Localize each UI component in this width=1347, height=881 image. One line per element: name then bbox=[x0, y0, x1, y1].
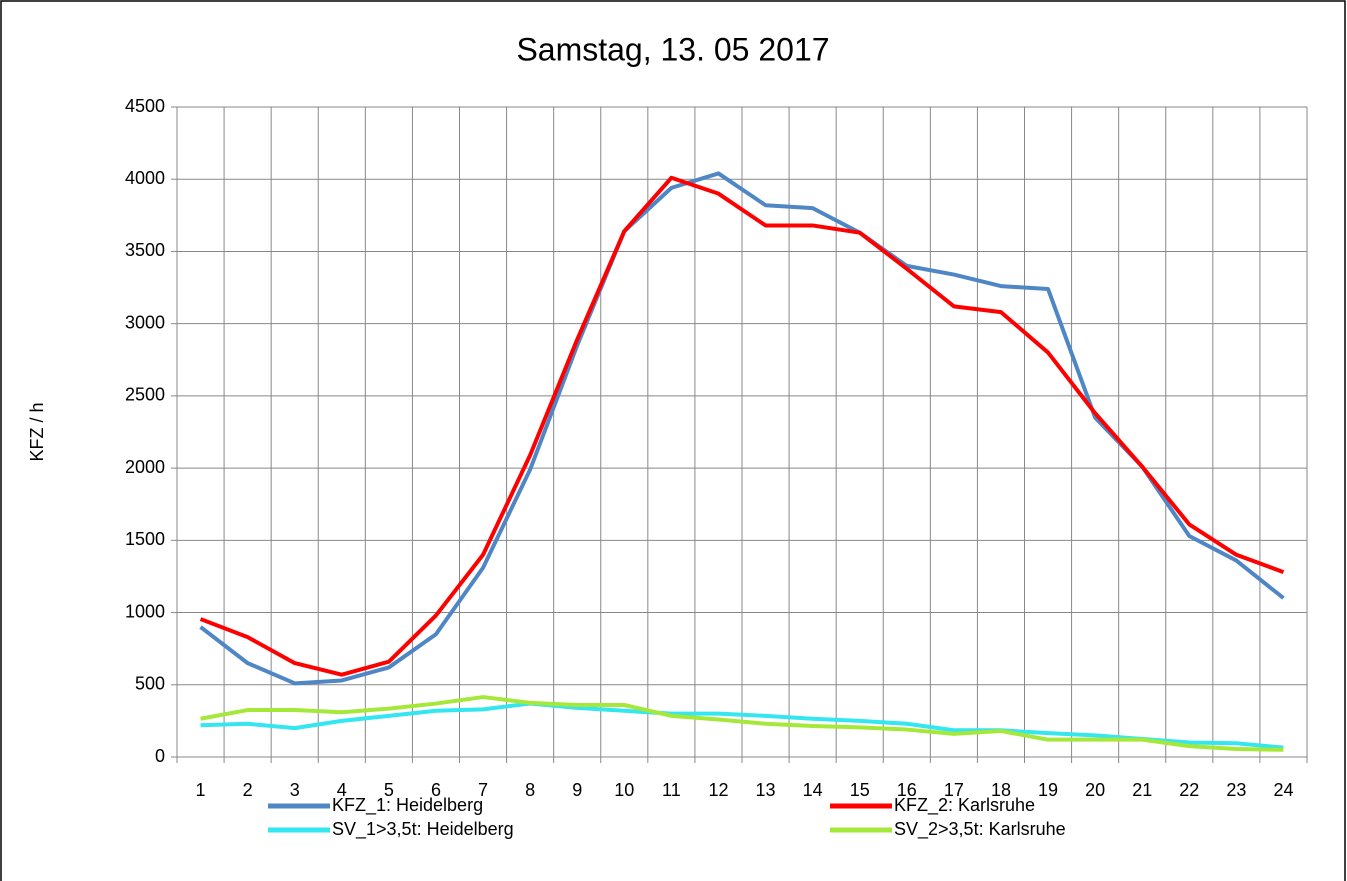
x-tick-label: 4 bbox=[337, 780, 347, 800]
y-tick-label: 1000 bbox=[125, 601, 165, 621]
x-tick-label: 2 bbox=[243, 780, 253, 800]
series-line bbox=[200, 701, 1284, 750]
series-line bbox=[199, 175, 1285, 677]
x-tick-label: 20 bbox=[1085, 780, 1105, 800]
x-tick-label: 12 bbox=[708, 780, 728, 800]
y-tick-label: 3000 bbox=[125, 312, 165, 332]
x-tick-label: 18 bbox=[991, 780, 1011, 800]
series-line bbox=[199, 171, 1285, 686]
x-tick-label: 10 bbox=[614, 780, 634, 800]
y-tick-label: 500 bbox=[135, 674, 165, 694]
y-tick-label: 1500 bbox=[125, 529, 165, 549]
legend-label: SV_1>3,5t: Heidelberg bbox=[332, 819, 514, 840]
x-tick-label: 5 bbox=[384, 780, 394, 800]
x-tick-label: 13 bbox=[756, 780, 776, 800]
x-tick-label: 22 bbox=[1179, 780, 1199, 800]
legend-label: SV_2>3,5t: Karlsruhe bbox=[894, 819, 1066, 840]
y-tick-label: 4500 bbox=[125, 96, 165, 116]
x-tick-label: 23 bbox=[1226, 780, 1246, 800]
x-tick-label: 1 bbox=[196, 780, 206, 800]
chart-title: Samstag, 13. 05 2017 bbox=[516, 31, 829, 67]
x-tick-label: 21 bbox=[1132, 780, 1152, 800]
x-tick-label: 11 bbox=[662, 780, 681, 800]
y-tick-label: 4000 bbox=[125, 168, 165, 188]
x-tick-label: 14 bbox=[803, 780, 823, 800]
legend-label: KFZ_2: Karlsruhe bbox=[894, 795, 1035, 816]
y-axis-label: KFZ / h bbox=[27, 402, 47, 461]
x-tick-label: 24 bbox=[1273, 780, 1293, 800]
x-tick-label: 17 bbox=[944, 780, 964, 800]
x-tick-label: 16 bbox=[897, 780, 917, 800]
series-line bbox=[200, 695, 1284, 752]
y-tick-label: 3500 bbox=[125, 240, 165, 260]
legend-label: KFZ_1: Heidelberg bbox=[332, 795, 483, 816]
x-tick-label: 19 bbox=[1038, 780, 1058, 800]
x-tick-label: 15 bbox=[850, 780, 870, 800]
x-tick-label: 3 bbox=[290, 780, 300, 800]
y-tick-label: 0 bbox=[155, 746, 165, 766]
x-tick-label: 9 bbox=[572, 780, 582, 800]
x-tick-label: 7 bbox=[478, 780, 488, 800]
y-tick-label: 2000 bbox=[125, 457, 165, 477]
x-tick-label: 8 bbox=[525, 780, 535, 800]
y-tick-label: 2500 bbox=[125, 385, 165, 405]
x-tick-label: 6 bbox=[431, 780, 441, 800]
